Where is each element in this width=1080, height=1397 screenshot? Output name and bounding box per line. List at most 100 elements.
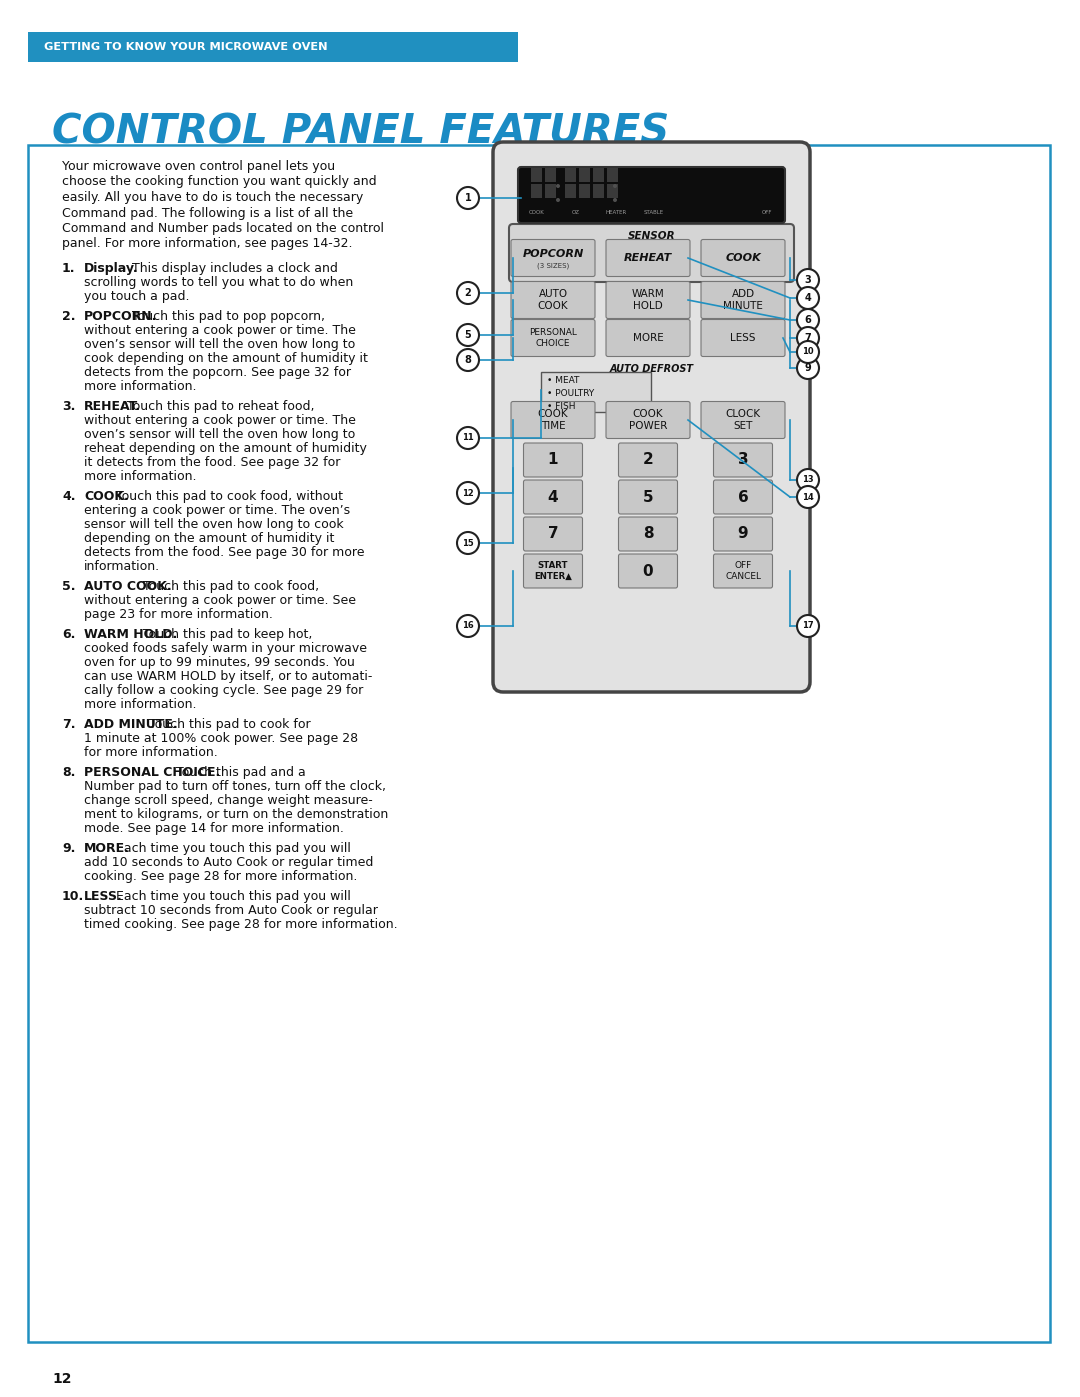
Bar — [545, 184, 556, 198]
Text: without entering a cook power or time. The: without entering a cook power or time. T… — [84, 414, 356, 427]
Circle shape — [797, 358, 819, 379]
Text: 5: 5 — [643, 489, 653, 504]
Text: ment to kilograms, or turn on the demonstration: ment to kilograms, or turn on the demons… — [84, 807, 388, 821]
Text: Command pad. The following is a list of all the: Command pad. The following is a list of … — [62, 207, 353, 219]
Text: more information.: more information. — [84, 698, 197, 711]
FancyBboxPatch shape — [701, 282, 785, 319]
Text: reheat depending on the amount of humidity: reheat depending on the amount of humidi… — [84, 441, 367, 455]
Text: MORE.: MORE. — [84, 842, 130, 855]
Text: REHEAT: REHEAT — [624, 253, 672, 263]
Text: COOK
TIME: COOK TIME — [538, 409, 568, 432]
Text: 1.: 1. — [62, 263, 76, 275]
FancyBboxPatch shape — [524, 555, 582, 588]
FancyBboxPatch shape — [619, 555, 677, 588]
Circle shape — [797, 286, 819, 309]
Text: MORE: MORE — [633, 332, 663, 344]
Text: 4: 4 — [548, 489, 558, 504]
Bar — [607, 184, 618, 198]
Text: Number pad to turn off tones, turn off the clock,: Number pad to turn off tones, turn off t… — [84, 780, 386, 793]
FancyBboxPatch shape — [714, 481, 772, 514]
Circle shape — [797, 486, 819, 509]
Text: SENSOR: SENSOR — [627, 231, 675, 242]
Text: Touch this pad to cook food,: Touch this pad to cook food, — [139, 580, 320, 592]
FancyBboxPatch shape — [619, 517, 677, 550]
Text: information.: information. — [84, 560, 160, 573]
Text: mode. See page 14 for more information.: mode. See page 14 for more information. — [84, 821, 343, 835]
FancyBboxPatch shape — [606, 282, 690, 319]
Circle shape — [613, 184, 617, 189]
Text: 12: 12 — [52, 1372, 71, 1386]
Text: This display includes a clock and: This display includes a clock and — [129, 263, 338, 275]
Text: REHEAT.: REHEAT. — [84, 400, 141, 414]
Circle shape — [457, 482, 480, 504]
Text: AUTO DEFROST: AUTO DEFROST — [609, 365, 693, 374]
Text: • FISH: • FISH — [546, 402, 576, 411]
Text: Touch this pad to keep hot,: Touch this pad to keep hot, — [139, 629, 312, 641]
Text: 5.: 5. — [62, 580, 76, 592]
Text: Display.: Display. — [84, 263, 138, 275]
Circle shape — [556, 198, 561, 203]
Circle shape — [457, 187, 480, 210]
Text: detects from the popcorn. See page 32 for: detects from the popcorn. See page 32 fo… — [84, 366, 351, 379]
FancyBboxPatch shape — [606, 239, 690, 277]
Text: 3: 3 — [738, 453, 748, 468]
Text: 10: 10 — [802, 348, 814, 356]
FancyBboxPatch shape — [701, 320, 785, 356]
Text: panel. For more information, see pages 14-32.: panel. For more information, see pages 1… — [62, 237, 352, 250]
Text: 4.: 4. — [62, 490, 76, 503]
Text: STABLE: STABLE — [644, 210, 664, 215]
Text: 9: 9 — [738, 527, 748, 542]
FancyBboxPatch shape — [524, 517, 582, 550]
Bar — [565, 168, 576, 182]
Circle shape — [797, 270, 819, 291]
Text: entering a cook power or time. The oven’s: entering a cook power or time. The oven’… — [84, 504, 350, 517]
Text: cooking. See page 28 for more information.: cooking. See page 28 for more informatio… — [84, 870, 357, 883]
Text: 3: 3 — [805, 275, 811, 285]
Text: add 10 seconds to Auto Cook or regular timed: add 10 seconds to Auto Cook or regular t… — [84, 856, 374, 869]
FancyBboxPatch shape — [509, 224, 794, 282]
Circle shape — [613, 198, 617, 203]
Text: LESS: LESS — [730, 332, 756, 344]
Text: 13: 13 — [802, 475, 814, 485]
Text: cally follow a cooking cycle. See page 29 for: cally follow a cooking cycle. See page 2… — [84, 685, 363, 697]
FancyBboxPatch shape — [619, 443, 677, 476]
Text: 6.: 6. — [62, 629, 76, 641]
Text: GETTING TO KNOW YOUR MICROWAVE OVEN: GETTING TO KNOW YOUR MICROWAVE OVEN — [44, 42, 327, 52]
Text: 6: 6 — [805, 314, 811, 326]
Text: LESS.: LESS. — [84, 890, 123, 902]
Text: (3 SIZES): (3 SIZES) — [537, 263, 569, 270]
Text: AUTO COOK.: AUTO COOK. — [84, 580, 172, 592]
Text: page 23 for more information.: page 23 for more information. — [84, 608, 273, 622]
Circle shape — [797, 341, 819, 363]
Text: oven’s sensor will tell the oven how long to: oven’s sensor will tell the oven how lon… — [84, 338, 355, 351]
Text: 2: 2 — [643, 453, 653, 468]
Circle shape — [797, 309, 819, 331]
Text: 6: 6 — [738, 489, 748, 504]
Text: START
ENTER▲: START ENTER▲ — [535, 562, 572, 581]
Text: without entering a cook power or time. The: without entering a cook power or time. T… — [84, 324, 356, 337]
FancyBboxPatch shape — [511, 320, 595, 356]
Text: 8.: 8. — [62, 766, 76, 780]
Text: 9.: 9. — [62, 842, 76, 855]
Bar — [593, 168, 604, 182]
Text: Touch this pad to cook food, without: Touch this pad to cook food, without — [111, 490, 342, 503]
FancyBboxPatch shape — [714, 517, 772, 550]
Text: Touch this pad to cook for: Touch this pad to cook for — [145, 718, 310, 731]
FancyBboxPatch shape — [606, 320, 690, 356]
FancyBboxPatch shape — [701, 239, 785, 277]
Bar — [541, 372, 651, 412]
Text: 12: 12 — [462, 489, 474, 497]
Text: you touch a pad.: you touch a pad. — [84, 291, 189, 303]
FancyBboxPatch shape — [701, 401, 785, 439]
Text: 7.: 7. — [62, 718, 76, 731]
FancyBboxPatch shape — [524, 481, 582, 514]
Text: ADD
MINUTE: ADD MINUTE — [724, 289, 762, 312]
Text: Touch this pad to pop popcorn,: Touch this pad to pop popcorn, — [129, 310, 325, 323]
Text: Each time you touch this pad you will: Each time you touch this pad you will — [111, 890, 351, 902]
Text: POPCORN: POPCORN — [523, 249, 583, 258]
Text: CLOCK
SET: CLOCK SET — [726, 409, 760, 432]
Text: 4: 4 — [805, 293, 811, 303]
Bar — [28, 145, 1050, 1343]
Text: 2.: 2. — [62, 310, 76, 323]
Text: subtract 10 seconds from Auto Cook or regular: subtract 10 seconds from Auto Cook or re… — [84, 904, 378, 916]
